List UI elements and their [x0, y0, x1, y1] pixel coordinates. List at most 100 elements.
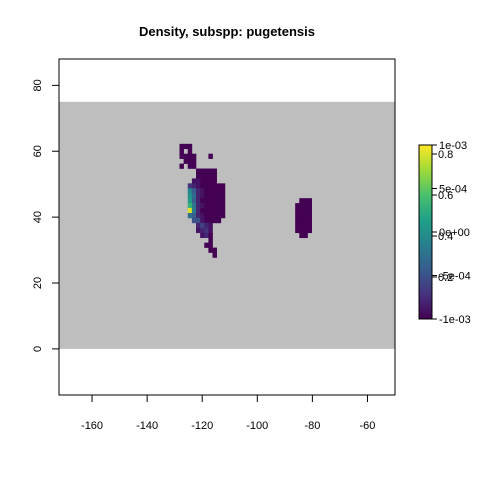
heatmap-cell: [295, 213, 300, 219]
heatmap-cell: [196, 173, 201, 179]
heatmap-cell: [212, 203, 217, 209]
heatmap-cell: [212, 193, 217, 199]
background-region: [59, 101, 395, 349]
heatmap-cell: [216, 203, 222, 209]
heatmap-cell: [307, 208, 312, 214]
heatmap-cell: [200, 203, 205, 209]
heatmap-cell: [216, 217, 222, 224]
heatmap-cell: [220, 213, 226, 219]
heatmap-cell: [204, 232, 209, 239]
heatmap-cell: [208, 247, 213, 253]
heatmap-cell: [200, 183, 205, 189]
colorbar-legend: 1e-03 5e-04 0e+00 -5e-04 -1e-03 0.8 0.6 0.4 0.2: [418, 140, 471, 326]
heatmap-cell: [303, 232, 308, 239]
heatmap-cell: [303, 198, 308, 204]
heatmap-cell: [208, 232, 213, 239]
heatmap-cell: [187, 203, 193, 209]
heatmap-cell: [191, 208, 197, 214]
y-tick-label: 80: [32, 79, 44, 91]
heatmap-cell: [208, 237, 213, 243]
heatmap-cell: [299, 222, 304, 229]
heatmap-cell: [299, 208, 304, 214]
heatmap-cell: [183, 153, 189, 159]
heatmap-cell: [191, 163, 197, 169]
heatmap-cell: [191, 213, 197, 219]
heatmap-cell: [183, 158, 189, 164]
heatmap-cell: [299, 227, 304, 234]
heatmap-cell: [208, 153, 213, 159]
heatmap-cell: [307, 213, 312, 219]
colorbar-tick-label: 1e-03: [439, 140, 467, 152]
y-tick-label: 40: [32, 211, 44, 223]
x-tick-label: -160: [81, 420, 103, 432]
heatmap-cell: [204, 168, 209, 174]
heatmap-cell: [187, 158, 193, 164]
heatmap-cell: [191, 178, 197, 184]
heatmap-cell: [200, 217, 205, 224]
heatmap-cell: [212, 198, 217, 204]
heatmap-cell: [303, 222, 308, 229]
heatmap-cell: [220, 208, 226, 214]
heatmap-cell: [212, 252, 217, 258]
heatmap-cell: [204, 173, 209, 179]
heatmap-cell: [212, 213, 217, 219]
y-axis: 0 20 40 60 80: [32, 79, 60, 352]
colorbar-tick-label: 0e+00: [439, 227, 470, 239]
heatmap-cell: [187, 143, 193, 150]
heatmap-cell: [196, 178, 201, 184]
heatmap-cell: [187, 213, 193, 219]
heatmap-cell: [196, 193, 201, 199]
heatmap-cell: [187, 153, 193, 159]
heatmap-cell: [212, 247, 217, 253]
heatmap-cell: [220, 198, 226, 204]
colorbar-overlay-label: 0.6: [438, 190, 453, 202]
heatmap-cell: [307, 227, 312, 234]
heatmap-cell: [212, 188, 217, 194]
heatmap-cell: [212, 208, 217, 214]
heatmap-cell: [216, 198, 222, 204]
heatmap-cell: [208, 213, 213, 219]
heatmap-cell: [295, 203, 300, 209]
heatmap-cell: [187, 198, 193, 204]
heatmap-cell: [303, 217, 308, 224]
heatmap-cell: [208, 173, 213, 179]
heatmap-cell: [183, 143, 189, 150]
heatmap-cell: [196, 217, 201, 224]
heatmap-cell: [204, 242, 209, 248]
heatmap-cell: [187, 148, 193, 155]
colorbar-tick-label: -5e-04: [439, 271, 471, 283]
heatmap-cell: [200, 222, 205, 229]
heatmap-cell: [212, 173, 217, 179]
heatmap-cell: [200, 188, 205, 194]
heatmap-cell: [212, 168, 217, 174]
heatmap-cell: [295, 217, 300, 224]
heatmap-cell: [208, 208, 213, 214]
heatmap-cell: [191, 198, 197, 204]
heatmap-cell: [307, 203, 312, 209]
heatmap-cell: [208, 188, 213, 194]
x-tick-label: -120: [191, 420, 213, 432]
x-axis: -160 -140 -120 -100 -80 -60: [81, 394, 375, 432]
heatmap-cell: [295, 222, 300, 229]
heatmap-cell: [196, 203, 201, 209]
heatmap-cell: [208, 198, 213, 204]
heatmap-cell: [295, 227, 300, 234]
heatmap-cell: [196, 213, 201, 219]
heatmap-cell: [204, 227, 209, 234]
heatmap-cell: [212, 178, 217, 184]
heatmap-cell: [208, 222, 213, 229]
heatmap-cell: [179, 148, 184, 155]
heatmap-cell: [200, 227, 205, 234]
heatmap-cell: [216, 183, 222, 189]
heatmap-cell: [208, 168, 213, 174]
heatmap-cell: [220, 188, 226, 194]
heatmap-cells: [179, 143, 312, 258]
heatmap-cell: [212, 217, 217, 224]
heatmap-cell: [191, 203, 197, 209]
heatmap-cell: [208, 217, 213, 224]
heatmap-cell: [196, 188, 201, 194]
heatmap-cell: [191, 183, 197, 189]
heatmap-cell: [196, 222, 201, 229]
heatmap-cell: [299, 232, 304, 239]
heatmap-cell: [179, 153, 184, 159]
